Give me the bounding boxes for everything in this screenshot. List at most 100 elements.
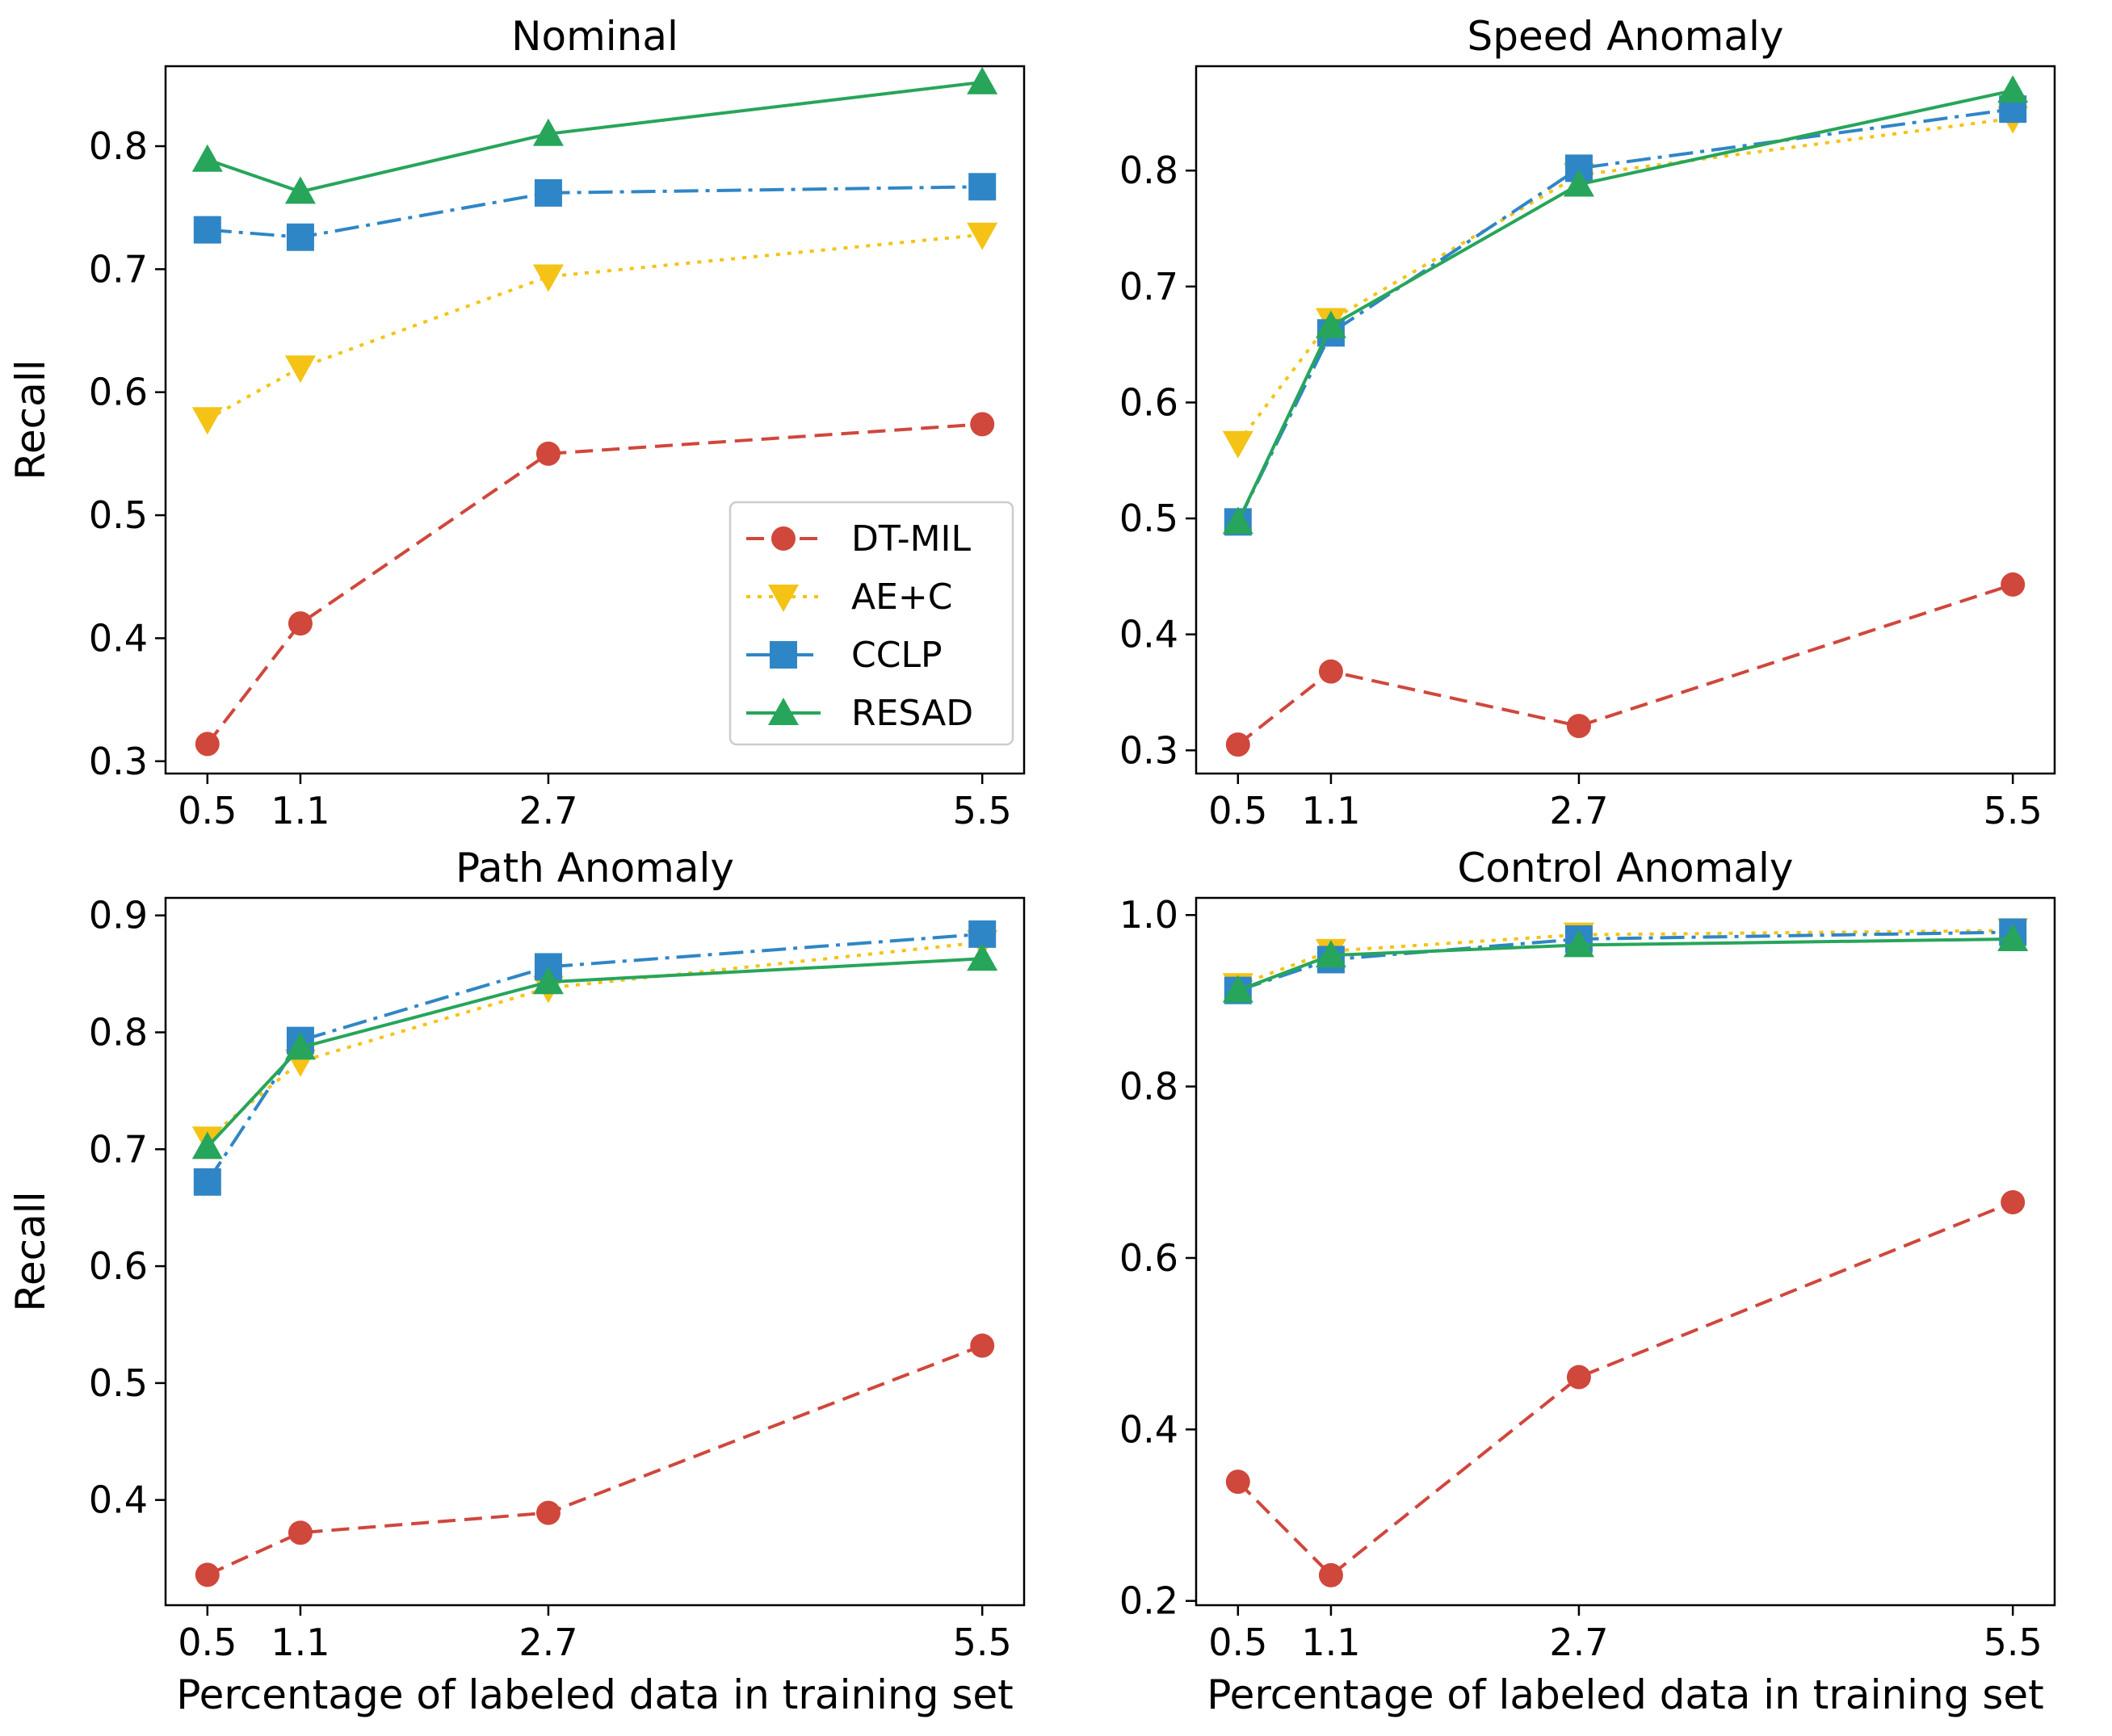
data-point	[286, 223, 314, 251]
data-point	[968, 173, 997, 201]
data-point	[1318, 1562, 1343, 1587]
data-point	[1222, 975, 1253, 1003]
data-point	[191, 407, 223, 435]
y-tick-label: 0.7	[1119, 265, 1178, 308]
data-point	[535, 1500, 561, 1525]
y-tick-label: 0.5	[89, 493, 148, 537]
plot-frame	[164, 896, 1026, 1607]
y-tick-label: 0.8	[1119, 1065, 1178, 1109]
data-point	[1222, 506, 1253, 535]
y-axis-label: Recall	[7, 359, 54, 480]
y-tick-label: 0.8	[89, 124, 148, 168]
x-tick-label: 5.5	[953, 789, 1012, 832]
series-line-ae-c	[1237, 116, 2013, 444]
x-tick-label: 0.5	[178, 789, 237, 832]
data-point	[967, 222, 998, 250]
chart-title: Nominal	[511, 13, 678, 60]
x-tick-label: 0.5	[1208, 1621, 1267, 1664]
series-line-cclp	[206, 932, 983, 1183]
y-tick-label: 0.4	[89, 616, 148, 660]
data-point	[532, 967, 564, 995]
data-point	[288, 1520, 313, 1545]
series-line-ae-c	[206, 233, 983, 421]
plot-frame	[1195, 896, 2056, 1607]
data-point	[967, 943, 998, 971]
x-axis-label: Percentage of labeled data in training s…	[1207, 1671, 2044, 1718]
data-point	[1315, 310, 1346, 338]
x-tick-label: 5.5	[1984, 1621, 2043, 1664]
y-tick-label: 0.4	[1119, 613, 1178, 656]
data-point	[1566, 1365, 1591, 1390]
y-tick-label: 0.8	[89, 1011, 148, 1055]
legend-label: AE+C	[851, 577, 953, 618]
data-point	[968, 920, 997, 948]
x-tick-label: 2.7	[519, 789, 577, 832]
legend-marker	[771, 526, 796, 551]
data-point	[970, 412, 995, 437]
y-tick-label: 0.8	[1119, 149, 1178, 192]
x-tick-label: 5.5	[953, 1621, 1012, 1664]
y-tick-label: 0.6	[1119, 380, 1178, 424]
y-axis-label: Recall	[7, 1191, 54, 1311]
series-line-resad	[207, 80, 983, 194]
legend-label: DT-MIL	[851, 518, 972, 560]
data-point	[191, 144, 223, 172]
data-point	[1566, 714, 1591, 739]
chart-title: Control Anomaly	[1458, 845, 1794, 891]
x-tick-label: 0.5	[1208, 789, 1267, 832]
series-line-resad	[1237, 937, 2013, 992]
data-point	[1997, 75, 2029, 103]
data-point	[532, 118, 564, 146]
y-tick-label: 0.6	[89, 371, 148, 414]
data-point	[191, 1131, 223, 1159]
y-tick-label: 0.6	[89, 1244, 148, 1288]
chart-title: Speed Anomaly	[1467, 13, 1784, 60]
data-point	[1222, 430, 1253, 459]
y-tick-label: 0.5	[89, 1361, 148, 1405]
data-point	[1563, 929, 1594, 958]
series-line-cclp	[1237, 107, 2013, 523]
data-point	[534, 178, 562, 207]
legend-marker	[768, 585, 799, 612]
y-tick-label: 0.4	[89, 1478, 148, 1522]
data-point	[1315, 940, 1346, 968]
series-line-cclp	[207, 185, 983, 239]
y-tick-label: 0.6	[1119, 1236, 1178, 1280]
series-line-dt-mil	[1237, 1201, 2013, 1578]
plot-frame	[164, 65, 1026, 775]
y-tick-label: 0.5	[1119, 497, 1178, 540]
x-tick-label: 1.1	[271, 789, 330, 832]
data-point	[1318, 659, 1343, 684]
data-point	[195, 732, 220, 757]
y-tick-label: 0.2	[1119, 1579, 1178, 1623]
series-line-ae-c	[206, 941, 983, 1140]
x-tick-label: 5.5	[1984, 789, 2043, 832]
x-tick-label: 2.7	[1549, 789, 1608, 832]
data-point	[284, 355, 316, 384]
legend-label: RESAD	[851, 693, 973, 734]
legend-marker	[768, 698, 799, 725]
data-point	[970, 1333, 995, 1358]
legend-marker	[770, 641, 797, 669]
data-point	[195, 1562, 220, 1587]
series-line-dt-mil	[1237, 583, 2013, 746]
x-tick-label: 2.7	[519, 1621, 577, 1664]
data-point	[1563, 169, 1594, 197]
y-tick-label: 0.9	[89, 894, 148, 937]
data-point	[193, 216, 221, 244]
data-point	[193, 1168, 221, 1196]
x-tick-label: 1.1	[1301, 789, 1360, 832]
data-point	[1997, 923, 2029, 951]
x-tick-label: 1.1	[1301, 1621, 1360, 1664]
y-tick-label: 1.0	[1119, 893, 1178, 937]
data-point	[2001, 1189, 2026, 1214]
series-line-resad	[1236, 89, 2013, 523]
legend-label: CCLP	[851, 635, 943, 676]
x-tick-label: 2.7	[1549, 1621, 1608, 1664]
x-tick-label: 0.5	[178, 1621, 237, 1664]
data-point	[284, 1032, 316, 1060]
data-point	[535, 441, 561, 466]
data-point	[1225, 1470, 1250, 1495]
chart-panel-3: Path Anomaly 0.4 0.5 0.6 0.7 0.8 0.9 0.5 1.1 2.7 5…	[7, 845, 1026, 1718]
